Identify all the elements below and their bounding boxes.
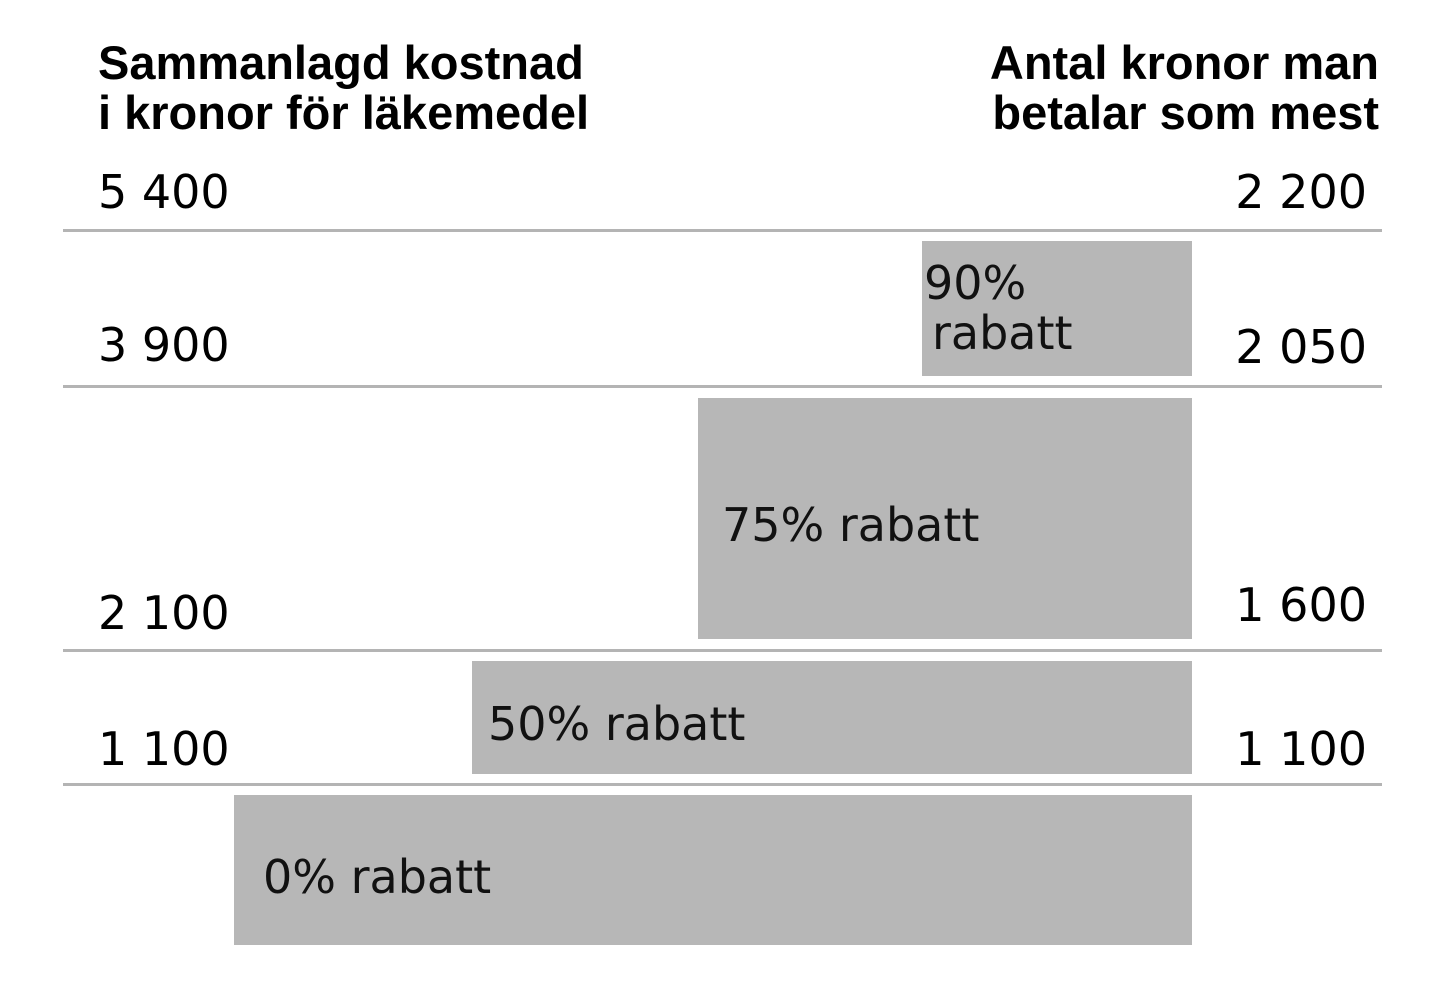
max-pay-heading-line-2: betalar som mest xyxy=(992,86,1379,139)
cost-value-level-1: 5 400 xyxy=(98,165,230,219)
cost-value-level-2: 3 900 xyxy=(98,318,230,372)
max-pay-value-level-4: 1 100 xyxy=(1235,722,1367,776)
discount-band-50-label: 50% rabatt xyxy=(488,697,746,751)
level-divider-3 xyxy=(63,649,1382,652)
discount-band-75-label: 75% rabatt xyxy=(722,498,980,552)
max-pay-heading-line-1: Antal kronor man xyxy=(989,36,1379,89)
discount-band-0 xyxy=(234,795,1192,945)
discount-band-0-label: 0% rabatt xyxy=(263,850,492,904)
max-pay-value-level-2: 2 050 xyxy=(1235,320,1367,374)
discount-band-90 xyxy=(922,241,1192,376)
discount-band-50 xyxy=(472,661,1192,774)
discount-band-90-label-line-1: 90% xyxy=(924,256,1027,310)
cost-heading-line-1: Sammanlagd kostnad xyxy=(98,36,584,89)
discount-band-90-label-line-2: rabatt xyxy=(932,306,1073,360)
cost-value-level-4: 1 100 xyxy=(98,722,230,776)
cost-heading-line-2: i kronor för läkemedel xyxy=(98,86,590,139)
level-divider-2 xyxy=(63,385,1382,388)
discount-band-75 xyxy=(698,398,1192,639)
max-pay-heading: Antal kronor man betalar som mest xyxy=(990,38,1379,138)
level-divider-1 xyxy=(63,229,1382,232)
max-pay-value-level-1: 2 200 xyxy=(1235,165,1367,219)
cost-heading: Sammanlagd kostnad i kronor för läkemede… xyxy=(98,38,589,138)
level-divider-4 xyxy=(63,783,1382,786)
max-pay-value-level-3: 1 600 xyxy=(1235,578,1367,632)
cost-value-level-3: 2 100 xyxy=(98,586,230,640)
discount-band-90-label: 90% rabatt xyxy=(924,258,1073,358)
